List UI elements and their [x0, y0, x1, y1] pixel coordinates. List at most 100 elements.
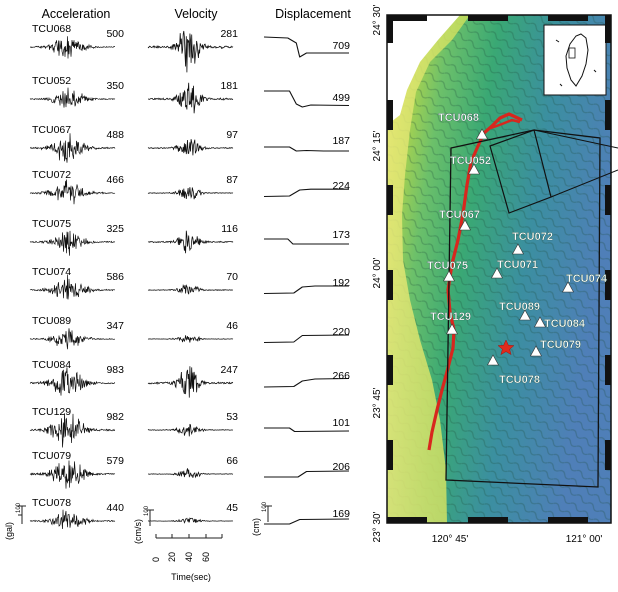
station-triangle: [511, 243, 525, 255]
disp-unit: (cm): [251, 518, 261, 536]
trace-row: TCU129 982 53 101: [29, 406, 350, 448]
velocity-peak: 70: [226, 271, 238, 283]
displacement-peak: 206: [332, 461, 350, 473]
velocity-peak: 87: [226, 174, 238, 186]
acceleration-peak: 347: [106, 320, 124, 332]
station-label: TCU084: [544, 318, 586, 330]
station-name: TCU089: [32, 315, 71, 327]
acceleration-trace: [29, 413, 115, 448]
acceleration-trace: [29, 87, 116, 108]
disp-scale: (cm) 100: [251, 501, 272, 536]
velocity-trace: [147, 284, 233, 295]
vel-scale: (cm/s) 100: [133, 505, 154, 544]
station-triangle: [486, 354, 500, 366]
station-label: TCU079: [540, 339, 581, 351]
acceleration-peak: 982: [106, 411, 124, 423]
acceleration-trace: [29, 367, 116, 396]
time-tick-40: 40: [184, 552, 194, 562]
map: TCU068 TCU052 TCU067 TCU072 TCU075 TCU071 TCU0…: [372, 4, 618, 545]
map-frame-ticks: [387, 15, 611, 523]
velocity-trace: [147, 139, 234, 156]
station-name: TCU072: [32, 169, 71, 181]
displacement-peak: 169: [332, 508, 350, 520]
disp-scale-tick: 100: [262, 501, 268, 512]
study-region: [445, 129, 601, 488]
trace-row: TCU072 466 87 224: [29, 169, 350, 205]
velocity-trace: [148, 468, 234, 479]
velocity-peak: 97: [226, 129, 238, 141]
epicenter-star: [497, 339, 515, 356]
displacement-trace: [264, 238, 349, 245]
acceleration-peak: 579: [106, 455, 124, 467]
displacement-trace: [263, 36, 349, 58]
velocity-trace: [147, 230, 234, 254]
trace-row: TCU067 488 97 187: [30, 124, 350, 163]
velocity-trace: [147, 187, 234, 200]
station-marker: TCU078: [486, 354, 540, 386]
station-triangle: [533, 316, 547, 328]
acceleration-peak: 983: [106, 364, 124, 376]
acceleration-peak: 350: [106, 80, 124, 92]
acc-unit: (gal): [4, 522, 14, 540]
trace-row: TCU084 983 247 266: [29, 359, 350, 398]
trace-row: TCU089 347 46 220: [29, 315, 350, 350]
station-triangle: [561, 281, 575, 293]
station-triangle: [518, 309, 532, 321]
displacement-trace: [264, 90, 350, 108]
station-marker: TCU089: [499, 301, 540, 321]
station-label: TCU074: [566, 273, 608, 285]
station-marker: TCU067: [439, 209, 480, 231]
lon-label-12045: 120° 45': [432, 534, 469, 545]
acceleration-peak: 440: [106, 502, 124, 514]
vel-unit: (cm/s): [133, 519, 143, 544]
station-triangle: [467, 163, 481, 175]
velocity-peak: 116: [221, 223, 238, 235]
station-triangle: [458, 219, 472, 231]
time-tick-20: 20: [167, 552, 177, 562]
station-marker: TCU129: [430, 311, 471, 335]
displacement-peak: 499: [332, 92, 350, 104]
trace-row: TCU075 325 116 173: [29, 218, 350, 256]
velocity-peak: 45: [226, 502, 238, 514]
zoom-leader-2: [550, 169, 618, 198]
zoom-leader-1: [533, 129, 618, 149]
velocity-peak: 247: [220, 364, 238, 376]
station-label: TCU052: [450, 155, 491, 167]
displacement-trace: [263, 188, 349, 198]
acceleration-header: Acceleration: [42, 7, 111, 21]
velocity-trace: [147, 517, 234, 524]
acceleration-peak: 500: [106, 28, 124, 40]
station-marker: TCU068: [438, 112, 489, 140]
station-marker: TCU075: [427, 260, 468, 282]
station-name: TCU079: [32, 450, 71, 462]
time-tick-0: 0: [151, 557, 161, 562]
lat-label-2330: 23° 30': [372, 511, 383, 542]
displacement-peak: 173: [332, 229, 350, 241]
coastal-plain: [387, 15, 470, 523]
displacement-peak: 192: [332, 277, 350, 289]
station-marker: TCU071: [490, 259, 538, 279]
velocity-trace: [147, 335, 234, 343]
acceleration-peak: 488: [106, 129, 124, 141]
displacement-peak: 266: [332, 370, 350, 382]
trace-row: TCU074 586 70 192: [29, 266, 350, 300]
velocity-peak: 281: [220, 28, 238, 40]
velocity-trace: [147, 366, 234, 398]
displacement-peak: 224: [332, 180, 350, 192]
station-label: TCU089: [499, 301, 540, 313]
station-name: TCU075: [32, 218, 71, 230]
acceleration-trace: [29, 179, 116, 205]
displacement-trace: [263, 377, 350, 388]
station-label: TCU075: [427, 260, 468, 272]
waveform-traces: TCU068 500 281 709 TCU052 350 181 499 TCU067 488 9…: [29, 23, 350, 530]
displacement-header: Displacement: [275, 7, 351, 21]
station-name: TCU067: [32, 124, 71, 136]
trace-row: TCU078 440 45 169: [29, 497, 350, 530]
acc-scale-tick: 100: [16, 502, 22, 513]
time-axis-label: Time(sec): [171, 572, 211, 582]
acceleration-trace: [29, 230, 116, 256]
displacement-trace: [263, 334, 350, 344]
taiwan-inset: [543, 24, 607, 96]
station-marker: TCU074: [561, 273, 608, 293]
